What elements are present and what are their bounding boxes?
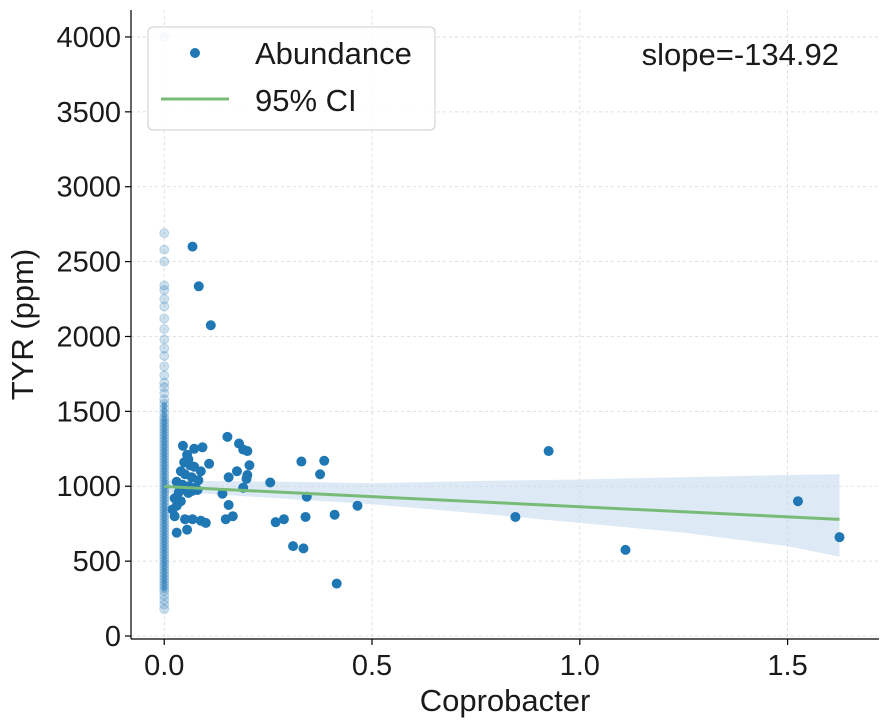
- data-point: [319, 455, 330, 466]
- data-point: [197, 442, 208, 453]
- data-point-zero: [159, 256, 170, 267]
- data-point: [200, 517, 211, 528]
- data-point: [223, 499, 234, 510]
- y-tick-label: 3500: [56, 97, 121, 129]
- data-point: [187, 514, 198, 525]
- regression-line: [164, 485, 840, 521]
- data-point: [183, 487, 194, 498]
- data-point: [222, 431, 233, 442]
- data-point: [278, 514, 289, 525]
- x-tick-label: 1.5: [767, 650, 807, 682]
- data-point-zero: [159, 313, 170, 324]
- legend: Abundance 95% CI: [147, 26, 436, 131]
- data-point-zero: [159, 361, 170, 372]
- data-point-zero: [159, 595, 170, 606]
- data-point: [244, 460, 255, 471]
- data-point: [169, 511, 180, 522]
- data-point: [231, 466, 242, 477]
- data-point-zero: [159, 228, 170, 239]
- fit-line-layer: [164, 485, 840, 521]
- data-point: [352, 500, 363, 511]
- data-point: [270, 517, 281, 528]
- y-tick-label: 4000: [56, 22, 121, 54]
- axes: [130, 10, 879, 640]
- data-point: [171, 527, 182, 538]
- data-point: [180, 514, 191, 525]
- data-point: [241, 473, 252, 484]
- legend-label-abundance: Abundance: [255, 36, 412, 71]
- data-point-zero: [159, 285, 170, 296]
- data-point: [177, 440, 188, 451]
- data-point: [288, 541, 299, 552]
- data-point-zero: [159, 244, 170, 255]
- data-point-zero: [159, 604, 170, 615]
- x-tick-label: 0.5: [352, 650, 392, 682]
- data-point: [296, 456, 307, 467]
- y-tick-label: 2500: [56, 247, 121, 279]
- y-tick-label: 1500: [56, 396, 121, 428]
- data-point: [204, 458, 215, 469]
- data-point: [331, 578, 342, 589]
- data-point-zero: [159, 388, 170, 399]
- y-tick-label: 2000: [56, 321, 121, 353]
- data-point: [300, 511, 311, 522]
- data-point-zero: [159, 350, 170, 361]
- data-point: [543, 446, 554, 457]
- data-point: [834, 532, 845, 543]
- y-tick-label: 1000: [56, 471, 121, 503]
- data-point-zero: [159, 382, 170, 393]
- x-tick-label: 1.0: [560, 650, 600, 682]
- data-point-zero: [159, 301, 170, 312]
- data-point: [298, 543, 309, 554]
- data-point: [315, 469, 326, 480]
- data-point-zero: [159, 323, 170, 334]
- x-tick-label: 0.0: [144, 650, 184, 682]
- y-tick-label: 0: [105, 621, 121, 653]
- tick-layer: 0.0 0.5 1.0 1.5 0 500 1000 1500 2000 2500 3000 3500…: [56, 22, 807, 682]
- data-point: [189, 443, 200, 454]
- legend-marker-abundance: [190, 48, 200, 58]
- data-point-zero: [159, 599, 170, 610]
- data-point: [510, 511, 521, 522]
- data-point-zero: [159, 343, 170, 354]
- data-point: [193, 475, 204, 486]
- data-point: [205, 320, 216, 331]
- data-point: [217, 488, 228, 499]
- data-point: [195, 466, 206, 477]
- legend-box: [147, 26, 436, 131]
- data-point-zero: [159, 334, 170, 345]
- data-point: [265, 477, 276, 488]
- data-point: [220, 514, 231, 525]
- data-point-zero: [159, 377, 170, 388]
- data-point-zero: [159, 370, 170, 381]
- data-point: [193, 281, 204, 292]
- abundance-points-layer: [167, 241, 845, 589]
- y-tick-label: 3000: [56, 172, 121, 204]
- x-axis-label: Coprobacter: [420, 683, 591, 718]
- data-point: [620, 544, 631, 555]
- data-point: [182, 524, 193, 535]
- zero-abundance-points-layer: [159, 31, 170, 615]
- data-point: [329, 509, 340, 520]
- y-axis-label: TYR (ppm): [5, 249, 40, 401]
- y-tick-label: 500: [73, 546, 121, 578]
- legend-label-ci: 95% CI: [255, 83, 357, 118]
- data-point: [223, 472, 234, 483]
- data-point: [242, 446, 253, 457]
- data-point: [187, 241, 198, 252]
- data-point-zero: [159, 280, 170, 291]
- slope-annotation: slope=-134.92: [642, 37, 839, 72]
- data-point: [792, 496, 803, 507]
- data-point-zero: [159, 294, 170, 305]
